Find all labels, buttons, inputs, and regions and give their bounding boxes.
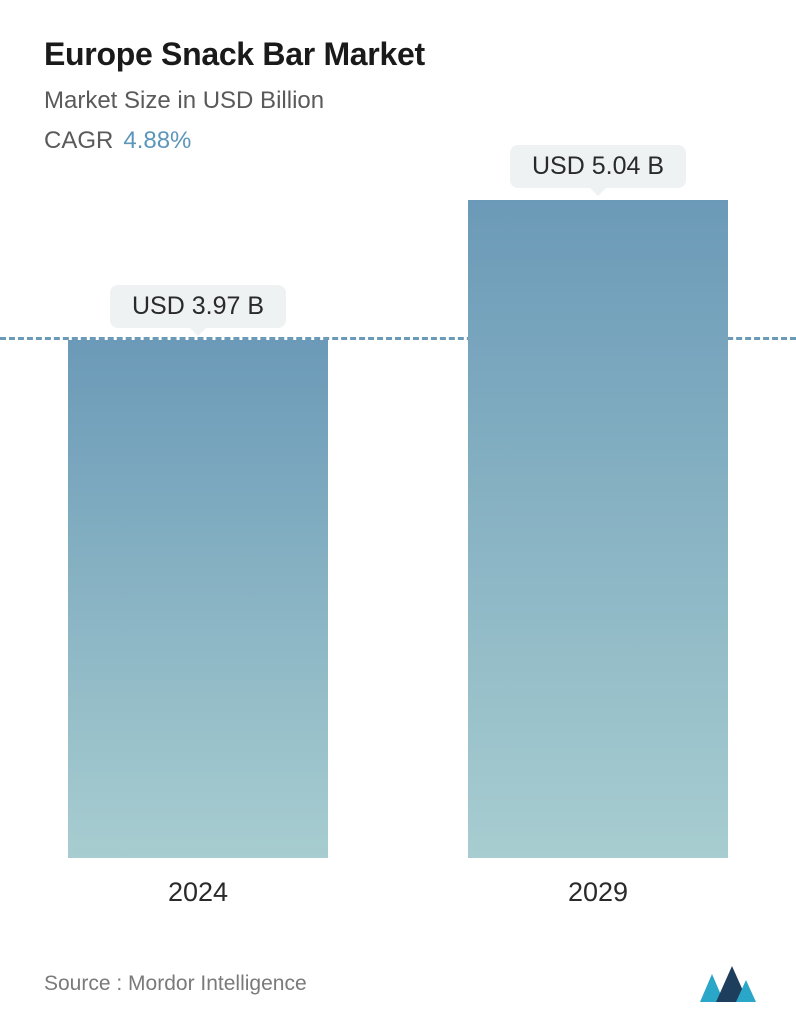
x-label-2029: 2029 <box>468 877 728 908</box>
cagr-label: CAGR <box>44 127 113 154</box>
bar-wrap-2029: USD 5.04 B <box>468 200 728 858</box>
value-pill-2024: USD 3.97 B <box>110 285 286 328</box>
chart-container: Europe Snack Bar Market Market Size in U… <box>0 0 796 1034</box>
bar-2024 <box>68 340 328 858</box>
bar-2029 <box>468 200 728 858</box>
value-pill-2029: USD 5.04 B <box>510 145 686 188</box>
bar-group: USD 3.97 B USD 5.04 B <box>0 200 796 858</box>
chart-subtitle: Market Size in USD Billion <box>44 87 756 115</box>
footer: Source : Mordor Intelligence <box>44 964 756 1004</box>
bar-wrap-2024: USD 3.97 B <box>68 200 328 858</box>
chart-area: USD 3.97 B USD 5.04 B 2024 2029 <box>0 200 796 900</box>
mordor-intelligence-logo-icon <box>698 964 756 1004</box>
x-label-2024: 2024 <box>68 877 328 908</box>
cagr-value: 4.88% <box>123 127 191 154</box>
source-text: Source : Mordor Intelligence <box>44 972 307 996</box>
x-axis-labels: 2024 2029 <box>0 877 796 908</box>
chart-title: Europe Snack Bar Market <box>44 36 756 73</box>
